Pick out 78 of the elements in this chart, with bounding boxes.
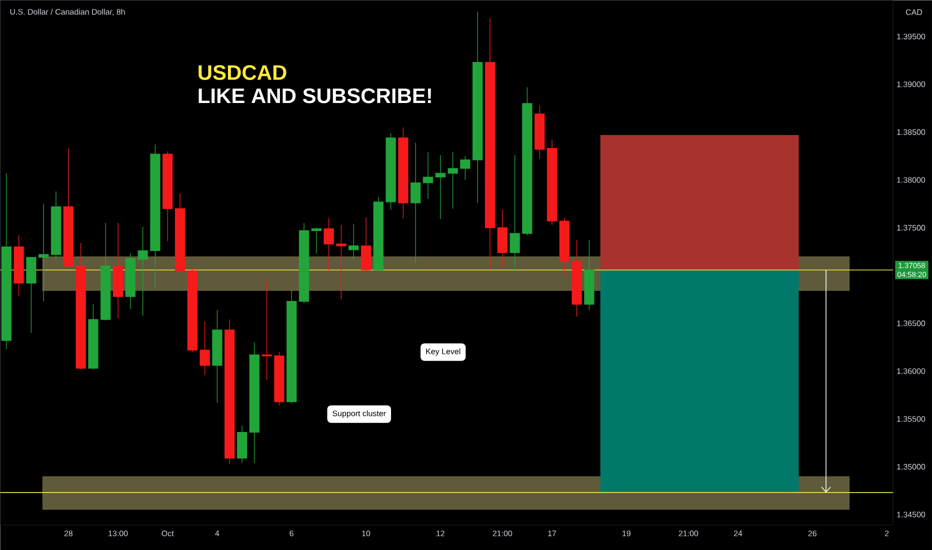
y-tick-label: 1.35500: [897, 416, 926, 422]
candlestick: [584, 240, 594, 310]
candlestick: [448, 152, 458, 209]
candlestick: [572, 240, 582, 317]
x-tick-label: 2: [884, 530, 889, 536]
candlestick: [546, 139, 558, 226]
candlestick: [162, 150, 173, 242]
candlestick: [274, 352, 284, 406]
annotation: Key Level: [426, 348, 460, 356]
candlestick: [522, 86, 532, 236]
candlestick: [236, 425, 248, 464]
candlestick: [150, 144, 160, 288]
y-tick-label: 1.39500: [897, 34, 926, 40]
x-tick-label: Oct: [162, 530, 174, 536]
candlestick: [336, 224, 346, 300]
x-tick-label: 21:00: [492, 530, 512, 536]
x-tick-label: 13:00: [108, 530, 128, 536]
candlestick: [1, 172, 12, 350]
candlestick: [212, 310, 222, 404]
candlestick: [200, 321, 210, 376]
candlestick: [249, 342, 260, 464]
x-tick-label: 12: [436, 530, 444, 536]
candlestick: [534, 104, 545, 160]
candlestick: [14, 235, 24, 296]
candlestick: [286, 289, 297, 404]
x-tick-label: 26: [808, 530, 816, 536]
y-tick-label: 1.36000: [897, 368, 926, 374]
y-tick-label: 1.34500: [897, 512, 926, 518]
x-tick-label: 4: [215, 530, 220, 536]
candlestick: [386, 132, 396, 210]
candlestick: [187, 268, 198, 352]
candlestick: [311, 227, 322, 254]
candlestick: [472, 11, 483, 204]
y-axis-title: CAD: [906, 9, 922, 15]
candlestick: [63, 148, 74, 268]
candlestick: [559, 218, 570, 275]
candlestick: [125, 253, 136, 310]
candlestick: [26, 256, 36, 334]
annotation: Support cluster: [332, 410, 386, 418]
candlestick: [262, 278, 272, 380]
y-tick-label: 1.35000: [897, 464, 926, 470]
text: USDCAD: [198, 65, 286, 80]
candlestick: [38, 203, 49, 302]
y-tick-label: 1.38000: [897, 177, 926, 183]
candlestick: [50, 191, 62, 260]
x-tick-label: 10: [362, 530, 370, 536]
x-tick-label: 6: [290, 530, 294, 536]
candlestick: [76, 242, 86, 370]
candlestick: [410, 142, 421, 264]
y-tick-label: 1.37500: [897, 224, 926, 231]
candlestick: [484, 18, 496, 270]
candlestick: [298, 222, 310, 304]
x-tick-label: 17: [548, 530, 556, 536]
candlestick: [174, 192, 186, 273]
text: U.S. Dollar / Canadian Dollar, 8h: [10, 8, 125, 16]
candlestick: [435, 154, 446, 220]
candlestick: [497, 209, 508, 268]
candlestick: [373, 196, 384, 272]
candlestick: [398, 126, 408, 218]
candlestick: [112, 222, 124, 319]
candlestick: [88, 304, 98, 370]
candlestick: [422, 152, 434, 200]
candlestick: [460, 156, 470, 180]
y-tick-label: 1.38500: [897, 129, 926, 135]
candlestick: [360, 216, 372, 273]
candlestick: [100, 222, 111, 321]
candlestick: [324, 218, 334, 272]
x-tick-label: 24: [734, 530, 742, 536]
annotation: LIKE AND SUBSCRIBE!: [198, 88, 431, 104]
y-tick-label: 1.39000: [897, 81, 926, 88]
x-tick-label: 19: [622, 530, 630, 536]
x-tick-label: 28: [64, 530, 72, 536]
candlestick: [138, 226, 148, 316]
candlestick: [224, 319, 235, 464]
candlestick: [510, 154, 520, 272]
x-tick-label: 21:00: [678, 530, 698, 536]
y-tick-label: 1.36500: [897, 320, 926, 326]
candlestick: [348, 224, 359, 260]
